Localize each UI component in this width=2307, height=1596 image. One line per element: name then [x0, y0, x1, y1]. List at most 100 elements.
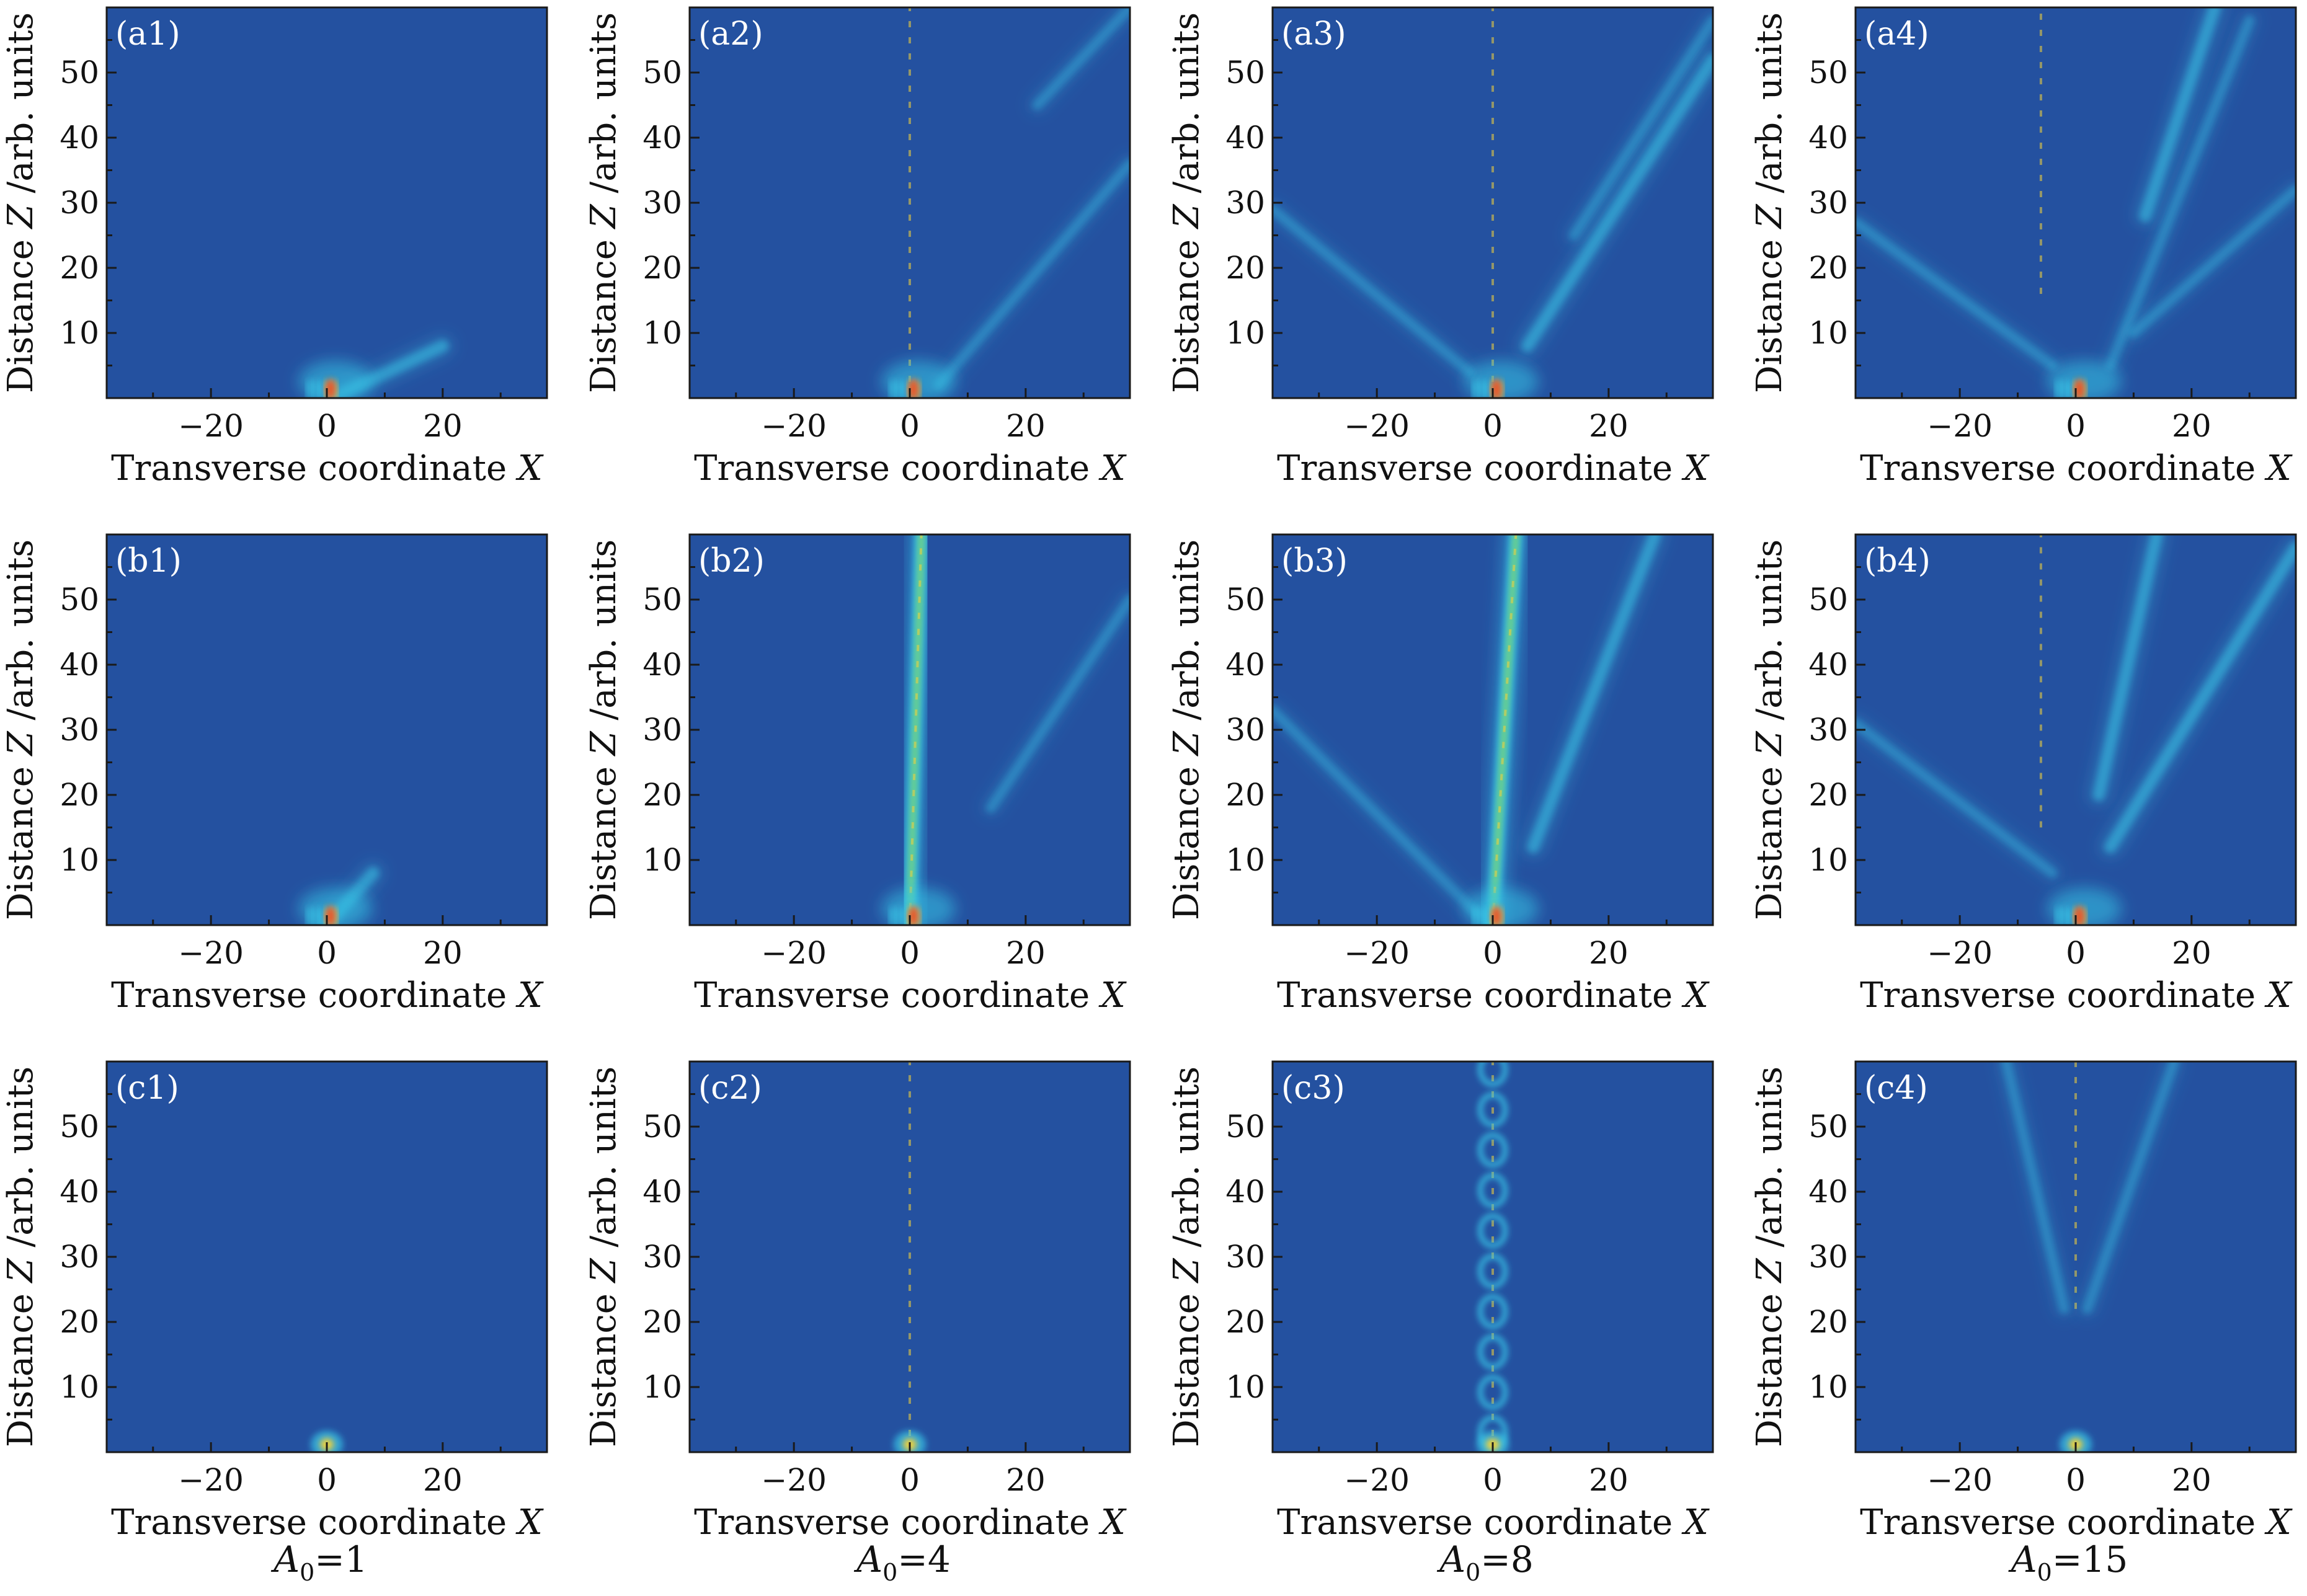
origin-fringe — [319, 379, 324, 398]
x-axis-label: Transverse coordinate X — [1277, 448, 1710, 489]
x-tick-label: 0 — [317, 1462, 337, 1498]
y-axis-label: Distance Z /arb. units — [1167, 1066, 1207, 1447]
panel-label: (b1) — [115, 543, 182, 580]
y-tick-label: 40 — [60, 120, 99, 156]
x-tick-label: −20 — [1927, 935, 1993, 971]
x-tick-label: 0 — [900, 935, 920, 971]
y-tick-label: 30 — [1225, 1239, 1265, 1275]
beam — [1032, 7, 1130, 110]
breathing-node — [1478, 1173, 1508, 1208]
origin-peak — [909, 379, 918, 398]
origin-fringe — [1485, 379, 1490, 398]
panel-c2: −20 0 20 10 20 30 40 50 Transverse coordinate X D… — [584, 1060, 1131, 1543]
x-tick-label: 20 — [1006, 1462, 1046, 1498]
y-tick-label: 20 — [1225, 777, 1265, 813]
origin-fringe — [307, 906, 312, 925]
plot-background — [1856, 534, 2296, 925]
breathing-node — [1478, 1375, 1508, 1410]
beams — [1856, 534, 2296, 925]
y-axis-label: Distance Z /arb. units — [1749, 539, 1790, 920]
panel-label: (a3) — [1281, 16, 1346, 53]
x-tick-label: 0 — [1483, 1462, 1503, 1498]
x-tick-label: 0 — [317, 408, 337, 444]
y-tick-label: 10 — [1225, 842, 1265, 878]
y-tick-label: 10 — [1225, 315, 1265, 351]
y-tick-label: 30 — [1808, 185, 1848, 221]
breathing-node — [1478, 1132, 1508, 1168]
y-tick-label: 50 — [1808, 582, 1848, 618]
beams — [298, 862, 384, 925]
panel-c3: −20 0 20 10 20 30 40 50 Transverse coordinate X D… — [1167, 1060, 1714, 1543]
x-tick-label: −20 — [1927, 408, 1993, 444]
y-tick-label: 30 — [642, 185, 682, 221]
x-tick-label: 20 — [2172, 935, 2211, 971]
y-tick-label: 50 — [1808, 55, 1848, 91]
y-axis-label: Distance Z /arb. units — [1167, 539, 1207, 920]
panel-a3: −20 0 20 10 20 30 40 50 Transverse coordinate X D… — [1167, 6, 1714, 489]
y-tick-label: 10 — [1808, 1369, 1848, 1405]
beam — [1856, 217, 2058, 371]
x-tick-label: 0 — [1483, 935, 1503, 971]
y-axis-label: Distance Z /arb. units — [1, 1066, 41, 1447]
x-axis-label: Transverse coordinate X — [694, 448, 1127, 489]
origin-fringe — [1473, 906, 1478, 925]
beams — [1273, 7, 1713, 398]
column-caption: A0=1 — [270, 1538, 368, 1586]
x-axis-label: Transverse coordinate X — [111, 448, 544, 489]
panel-b3: −20 0 20 10 20 30 40 50 Transverse coordinate X D… — [1167, 533, 1714, 1016]
panel-label: (b2) — [698, 543, 765, 580]
panel-label: (c4) — [1864, 1070, 1928, 1107]
y-tick-label: 50 — [1225, 1109, 1265, 1145]
origin-fringe — [890, 906, 895, 925]
panels-layer: −20 0 20 10 20 30 40 50 Transverse coordinate X D… — [1, 6, 2297, 1543]
panel-a1: −20 0 20 10 20 30 40 50 Transverse coordinate X D… — [1, 6, 548, 489]
y-tick-label: 20 — [642, 1304, 682, 1340]
y-tick-label: 40 — [1225, 1174, 1265, 1210]
beam — [1273, 204, 1475, 377]
panel-label: (c2) — [698, 1070, 762, 1107]
breathing-node — [1478, 1213, 1508, 1248]
beam — [2092, 534, 2163, 801]
origin-fringe — [2056, 906, 2061, 925]
origin-fringe — [2068, 906, 2073, 925]
panel-a4: −20 0 20 10 20 30 40 50 Transverse coordinate X D… — [1749, 6, 2297, 489]
x-tick-label: 0 — [2066, 408, 2086, 444]
y-tick-label: 50 — [642, 582, 682, 618]
y-tick-label: 50 — [1808, 1109, 1848, 1145]
y-tick-label: 50 — [60, 55, 99, 91]
beam — [2082, 1062, 2179, 1314]
panel-a2: −20 0 20 10 20 30 40 50 Transverse coordinate X D… — [584, 6, 1131, 489]
origin-fringe — [890, 379, 895, 398]
y-axis-label: Distance Z /arb. units — [1749, 12, 1790, 393]
y-tick-label: 10 — [642, 315, 682, 351]
beams — [881, 7, 1130, 398]
panel-label: (a1) — [115, 16, 180, 53]
x-tick-label: 0 — [900, 408, 920, 444]
y-tick-label: 30 — [1225, 185, 1265, 221]
x-axis-label: Transverse coordinate X — [111, 975, 544, 1016]
beams — [298, 335, 454, 398]
y-tick-label: 20 — [1808, 777, 1848, 813]
x-tick-label: 20 — [2172, 1462, 2211, 1498]
x-tick-label: 0 — [2066, 1462, 2086, 1498]
y-tick-label: 10 — [1225, 1369, 1265, 1405]
beams — [1273, 534, 1666, 925]
beams — [1856, 7, 2296, 398]
x-axis-label: Transverse coordinate X — [1860, 1502, 2293, 1543]
x-tick-label: −20 — [761, 1462, 827, 1498]
y-tick-label: 10 — [60, 842, 99, 878]
x-tick-label: −20 — [761, 935, 827, 971]
beams — [1996, 1062, 2184, 1452]
y-tick-label: 20 — [1225, 1304, 1265, 1340]
beam — [1521, 53, 1713, 352]
x-tick-label: −20 — [178, 935, 244, 971]
y-tick-label: 50 — [60, 1109, 99, 1145]
y-tick-label: 20 — [1808, 250, 1848, 286]
beam-ripple — [1491, 534, 1518, 925]
column-caption: A0=15 — [2008, 1538, 2128, 1586]
y-tick-label: 30 — [1225, 712, 1265, 748]
y-tick-label: 40 — [642, 647, 682, 683]
panel-label: (c1) — [115, 1070, 179, 1107]
x-axis-label: Transverse coordinate X — [1860, 975, 2293, 1016]
